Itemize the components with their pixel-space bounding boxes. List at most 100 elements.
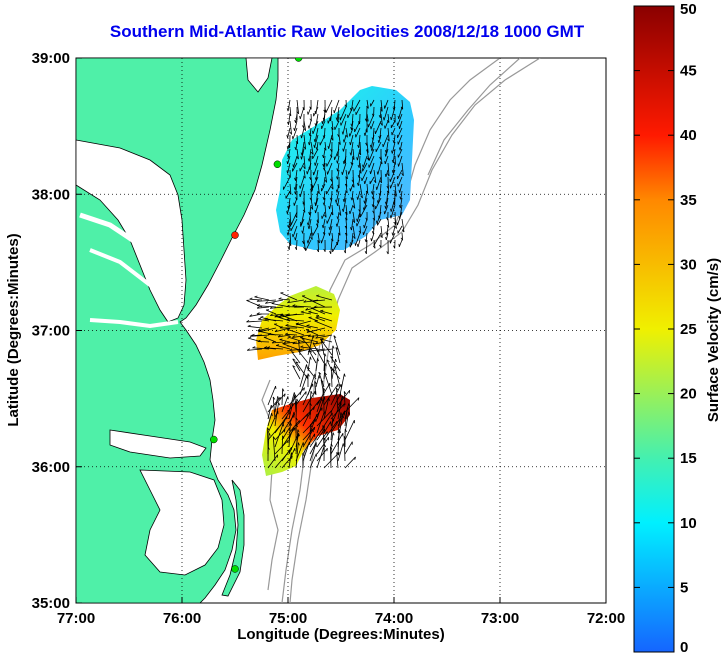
velocity-vector-head [350, 227, 352, 231]
velocity-vector [302, 225, 305, 234]
velocity-vector-head [302, 453, 305, 457]
velocity-vector-head [276, 344, 280, 346]
velocity-vector [359, 225, 361, 234]
velocity-vector-head [306, 222, 309, 226]
velocity-vector [285, 333, 298, 336]
velocity-vector [331, 120, 334, 130]
velocity-vector [376, 176, 382, 190]
velocity-vector-head [324, 372, 328, 376]
colorbar-label: Surface Velocity (cm/s) [705, 258, 722, 422]
velocity-vector [365, 232, 368, 242]
y-tick-label: 38:00 [32, 186, 70, 203]
velocity-vector-head [305, 307, 309, 311]
velocity-vector [366, 113, 369, 122]
velocity-vector [287, 225, 291, 236]
velocity-vector [289, 232, 292, 246]
velocity-vector [323, 197, 326, 206]
velocity-vector [267, 385, 276, 406]
velocity-vector-head [321, 225, 324, 229]
velocity-vector-head [322, 154, 324, 159]
velocity-vector-head [336, 118, 339, 122]
velocity-vector [397, 127, 403, 139]
velocity-vector [312, 300, 326, 308]
velocity-vector-head [363, 180, 366, 185]
velocity-vector [309, 425, 325, 448]
velocity-vector [359, 183, 363, 199]
velocity-vector [371, 141, 375, 152]
velocity-vector [323, 148, 326, 158]
velocity-vector-head [295, 417, 298, 421]
velocity-vector [315, 334, 333, 339]
x-tick-label: 72:00 [587, 610, 625, 627]
velocity-vector [351, 155, 354, 165]
velocity-vector-head [324, 353, 327, 357]
velocity-vector-head [363, 224, 365, 229]
velocity-vector-head [330, 366, 334, 370]
velocity-vector [374, 120, 382, 135]
velocity-vector-head [344, 429, 347, 433]
velocity-vector [309, 414, 318, 434]
velocity-vector-head [330, 356, 334, 359]
velocity-vector-head [363, 132, 366, 136]
velocity-vector [292, 162, 298, 172]
velocity-vector [337, 443, 344, 462]
velocity-vector [316, 448, 328, 462]
velocity-vector [397, 113, 403, 126]
station-marker-active [273, 160, 282, 169]
velocity-vector [343, 141, 347, 152]
velocity-vector [373, 232, 382, 246]
velocity-vector-head [270, 313, 273, 316]
velocity-vector-head [369, 144, 372, 148]
velocity-vector-head [391, 150, 393, 154]
velocity-vector [364, 176, 368, 185]
velocity-vector [323, 412, 333, 427]
velocity-vector [267, 454, 278, 469]
velocity-vector [289, 348, 305, 351]
velocity-vector [357, 148, 361, 161]
velocity-vector-head [294, 191, 296, 195]
velocity-vector-head [315, 223, 319, 227]
velocity-vector-head [299, 193, 301, 197]
velocity-vector-head [324, 214, 327, 218]
velocity-vector-head [350, 197, 353, 201]
velocity-vector-head [391, 159, 394, 163]
velocity-vector [372, 197, 375, 208]
velocity-vector-head [397, 163, 399, 167]
x-tick-label: 76:00 [163, 610, 201, 627]
river-rappahannock [89, 248, 172, 302]
velocity-vector [363, 218, 368, 229]
velocity-vector-head [352, 236, 356, 239]
velocity-vector [301, 337, 317, 356]
velocity-vector [303, 155, 306, 169]
velocity-vector-head [324, 179, 327, 183]
velocity-vector [391, 141, 396, 154]
velocity-vector-head [321, 120, 323, 124]
velocity-vector-head [324, 363, 327, 367]
velocity-vector [288, 395, 295, 420]
velocity-vector [281, 435, 283, 455]
velocity-vector [336, 452, 339, 469]
velocity-vector-head [322, 196, 325, 200]
velocity-vector-head [350, 161, 353, 165]
velocity-vector [357, 176, 361, 186]
velocity-vector [366, 99, 369, 109]
velocity-vector-head [300, 135, 302, 139]
velocity-vector [360, 204, 368, 218]
velocity-vector-head [247, 324, 251, 327]
velocity-vector-head [384, 173, 387, 177]
velocity-vector-head [397, 115, 400, 119]
velocity-vector [314, 134, 319, 148]
velocity-vector [366, 148, 370, 161]
velocity-vector-head [387, 173, 390, 177]
velocity-vector [376, 211, 382, 224]
velocity-vector [295, 141, 298, 150]
velocity-vector [314, 155, 319, 166]
velocity-vector [281, 396, 289, 413]
velocity-vector [324, 169, 328, 183]
velocity-vector-head [335, 189, 338, 193]
velocity-vector [335, 347, 341, 364]
velocity-vector-head [287, 335, 291, 338]
velocity-vector [349, 183, 354, 192]
velocity-vector-head [329, 250, 332, 254]
velocity-vector [288, 148, 291, 158]
